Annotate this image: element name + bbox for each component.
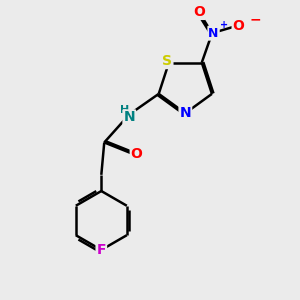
- Text: N: N: [179, 106, 191, 120]
- Text: O: O: [131, 147, 142, 161]
- Text: O: O: [193, 5, 205, 19]
- Text: +: +: [220, 20, 228, 30]
- Text: O: O: [232, 19, 244, 33]
- Text: S: S: [162, 54, 172, 68]
- Text: F: F: [97, 243, 106, 257]
- Text: N: N: [208, 27, 219, 40]
- Text: H: H: [120, 105, 130, 115]
- Text: −: −: [250, 12, 261, 26]
- Text: N: N: [124, 110, 135, 124]
